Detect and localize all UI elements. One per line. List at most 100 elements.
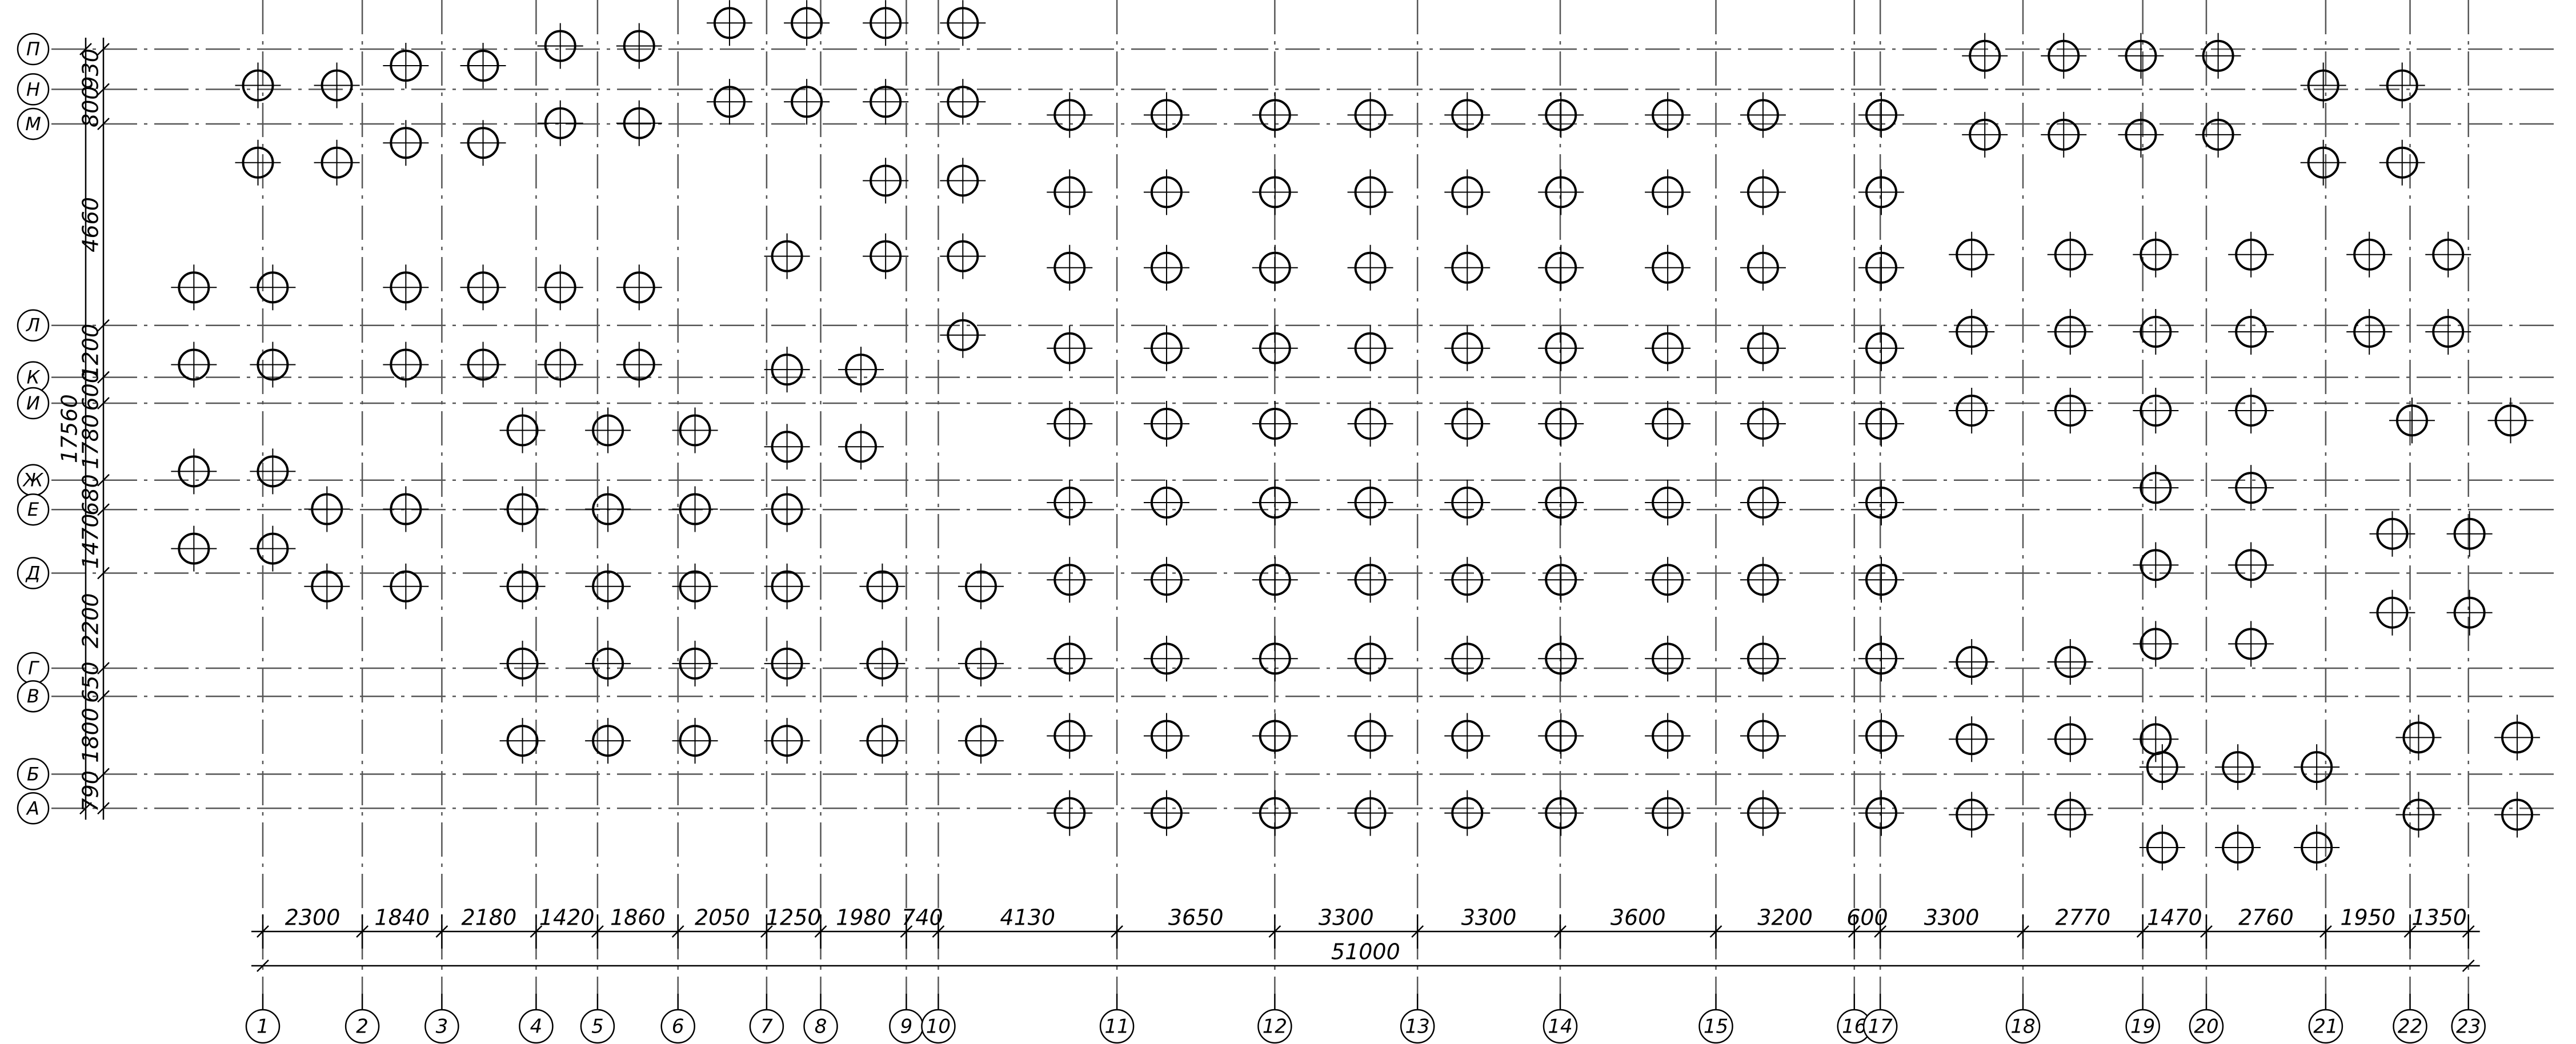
dimension-tick [97,118,110,130]
pile [544,348,576,381]
dimension-label: 2050 [695,905,750,930]
pile [506,414,539,447]
pile [390,50,422,82]
axis-bubble [519,1009,554,1044]
pile [947,164,979,197]
pile [390,348,422,381]
pile [947,240,979,272]
dimension-label: 1420 [539,905,595,930]
pile [506,570,539,603]
dimension-label: 4130 [1000,905,1055,930]
column-label: 13 [1405,1015,1430,1038]
dimension-label: 1840 [374,905,430,930]
pile [1545,332,1577,364]
pile [1150,99,1183,131]
pile [1545,487,1577,519]
pile [2235,395,2267,427]
pile [1053,176,1086,208]
pile [2125,118,2157,151]
axis-bubble [17,493,50,526]
dimension-label: 3300 [1924,905,1980,930]
pile [1259,251,1291,284]
axis-bubble [17,792,50,825]
axis-bubble [803,1009,838,1044]
pile [544,107,576,139]
pile [1652,332,1684,364]
dimension-tick [97,43,110,55]
pile [1652,251,1684,284]
column-label: 9 [900,1015,913,1038]
pile [1746,643,1779,675]
pile [2453,517,2486,550]
pile [866,647,899,680]
row-label: И [26,392,40,414]
dimension-label: 930 [78,49,103,90]
axis-bubble [1400,1009,1435,1044]
pile [866,725,899,757]
pile [1545,251,1577,284]
column-label: 23 [2456,1015,2481,1038]
column-label: 17 [1868,1015,1893,1038]
axis-bubble [2125,1009,2160,1044]
pile [679,570,711,603]
dimension-label: 4660 [78,197,103,252]
pile [1956,238,1988,271]
dimension-tick [97,473,110,487]
axis-bubble [245,1009,281,1044]
pile [2202,118,2234,151]
pile [1746,564,1779,596]
dimension-label: 600 [1846,905,1888,930]
pile [242,146,274,179]
pile [592,570,624,603]
pile [2494,404,2527,437]
pile [1746,251,1779,284]
pile [1150,797,1183,829]
pile [1451,176,1484,208]
dimension-label: 680 [78,474,103,516]
pile [2235,472,2267,504]
pile [679,414,711,447]
pile [178,532,210,565]
column-label: 19 [2130,1015,2155,1038]
dimension-label: 740 [902,905,943,930]
dimension-label: 1250 [766,905,822,930]
pile [771,570,803,603]
dimension-label: 1470 [2147,905,2202,930]
pile [771,240,803,272]
pile [592,414,624,447]
axis-bubble [921,1009,956,1044]
pile [390,493,422,525]
pile [242,69,274,102]
pile [1053,99,1086,131]
pile [771,354,803,386]
dimension-label: 650 [78,661,103,703]
axis-bubble [2451,1009,2486,1044]
pile [467,271,499,304]
pile [1150,643,1183,675]
dimension-label: 1950 [2340,905,2395,930]
pile [771,493,803,525]
pile [1746,487,1779,519]
dimension-tick [97,371,110,384]
row-label: Ж [22,469,44,491]
pile [1451,99,1484,131]
pile [1354,251,1387,284]
pile [311,570,343,603]
pile [311,493,343,525]
pile [1746,99,1779,131]
axis-bubble [17,387,50,420]
pile [2146,832,2178,864]
pile [506,647,539,680]
pile [390,570,422,603]
pile [1053,332,1086,364]
pile [592,493,624,525]
dimension-label: 1470 [78,513,103,569]
pile [2140,549,2172,581]
pile [870,7,902,39]
pile [1451,251,1484,284]
pile [2054,395,2086,427]
pile [2146,751,2178,784]
pile [1652,564,1684,596]
pile [2353,315,2386,348]
pile [1451,797,1484,829]
